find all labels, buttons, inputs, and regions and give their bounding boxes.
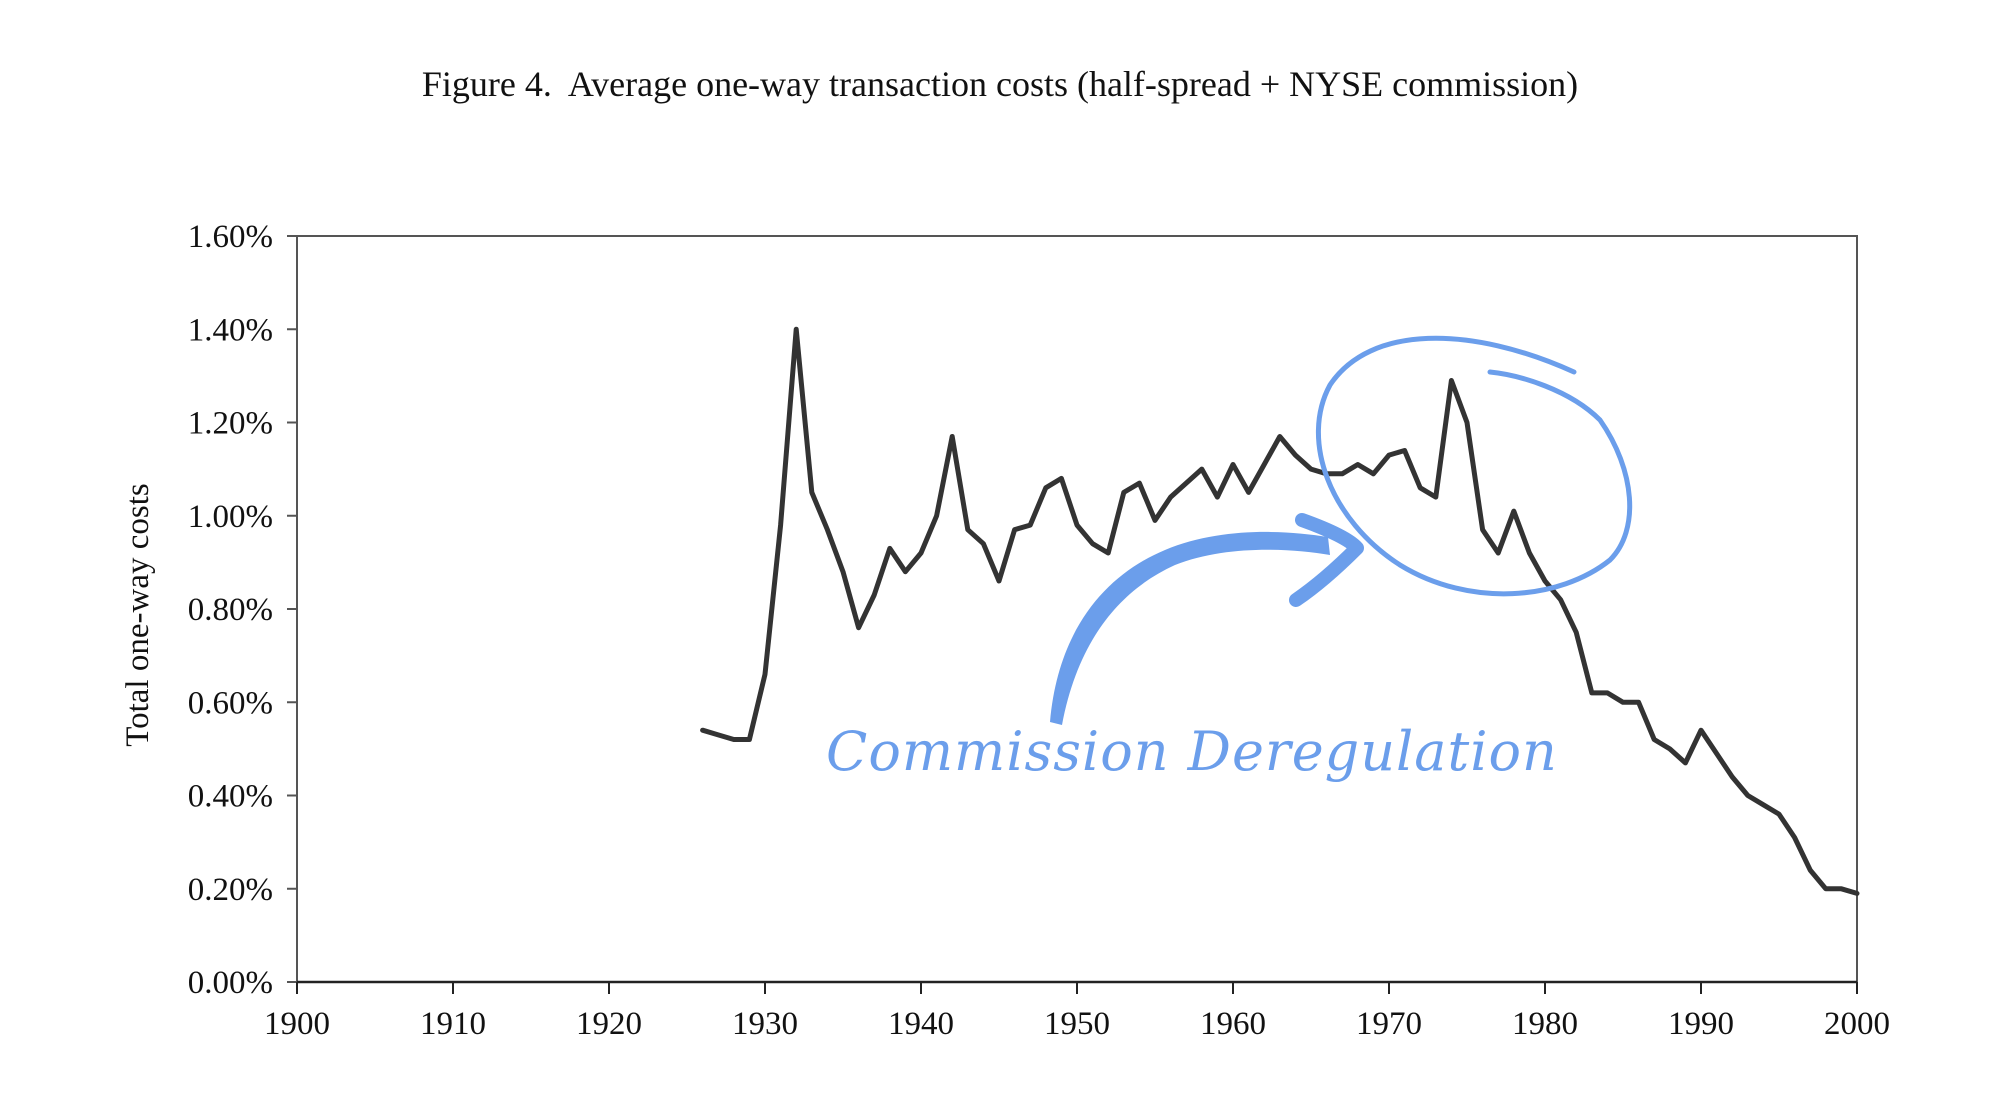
x-tick-label: 1940 [888, 1006, 954, 1042]
y-tick-label: 1.20% [188, 406, 273, 442]
annotation-layer: Commission Deregulation [826, 335, 1633, 783]
y-tick-label: 1.40% [188, 312, 273, 348]
x-tick-label: 1920 [576, 1006, 642, 1042]
series-line [700, 326, 1860, 896]
plot-frame [296, 235, 1858, 983]
y-tick-label: 0.20% [188, 872, 273, 908]
y-tick-label: 0.40% [188, 779, 273, 815]
y-axis: 0.00% 0.20% 0.40% 0.60% 0.80% 1.00% 1.20% 1.40%… [188, 219, 297, 1001]
highlight-circle [1315, 335, 1633, 597]
x-tick-label: 1970 [1356, 1006, 1422, 1042]
x-tick-label: 1990 [1668, 1006, 1734, 1042]
annotation-text: Commission Deregulation [826, 720, 1558, 783]
y-tick-label: 1.60% [188, 219, 273, 255]
arrow-body [1050, 531, 1330, 725]
y-tick-label: 0.00% [188, 965, 273, 1001]
series-layer [700, 326, 1860, 896]
x-tick-label: 1910 [420, 1006, 486, 1042]
x-tick-label: 1930 [732, 1006, 798, 1042]
x-tick-label: 1950 [1044, 1006, 1110, 1042]
chart-title: Figure 4. Average one-way transaction co… [422, 64, 1578, 104]
x-tick-label: 2000 [1824, 1006, 1890, 1042]
arrow-head-icon [1289, 513, 1364, 607]
x-tick-label: 1960 [1200, 1006, 1266, 1042]
x-axis: 1900 1910 1920 1930 1940 1950 1960 1970 1980 1990… [264, 980, 1890, 1042]
x-tick-label: 1900 [264, 1006, 330, 1042]
x-tick-label: 1980 [1512, 1006, 1578, 1042]
y-tick-label: 0.80% [188, 592, 273, 628]
y-tick-label: 0.60% [188, 685, 273, 721]
y-axis-label: Total one-way costs [120, 483, 156, 746]
y-tick-label: 1.00% [188, 499, 273, 535]
